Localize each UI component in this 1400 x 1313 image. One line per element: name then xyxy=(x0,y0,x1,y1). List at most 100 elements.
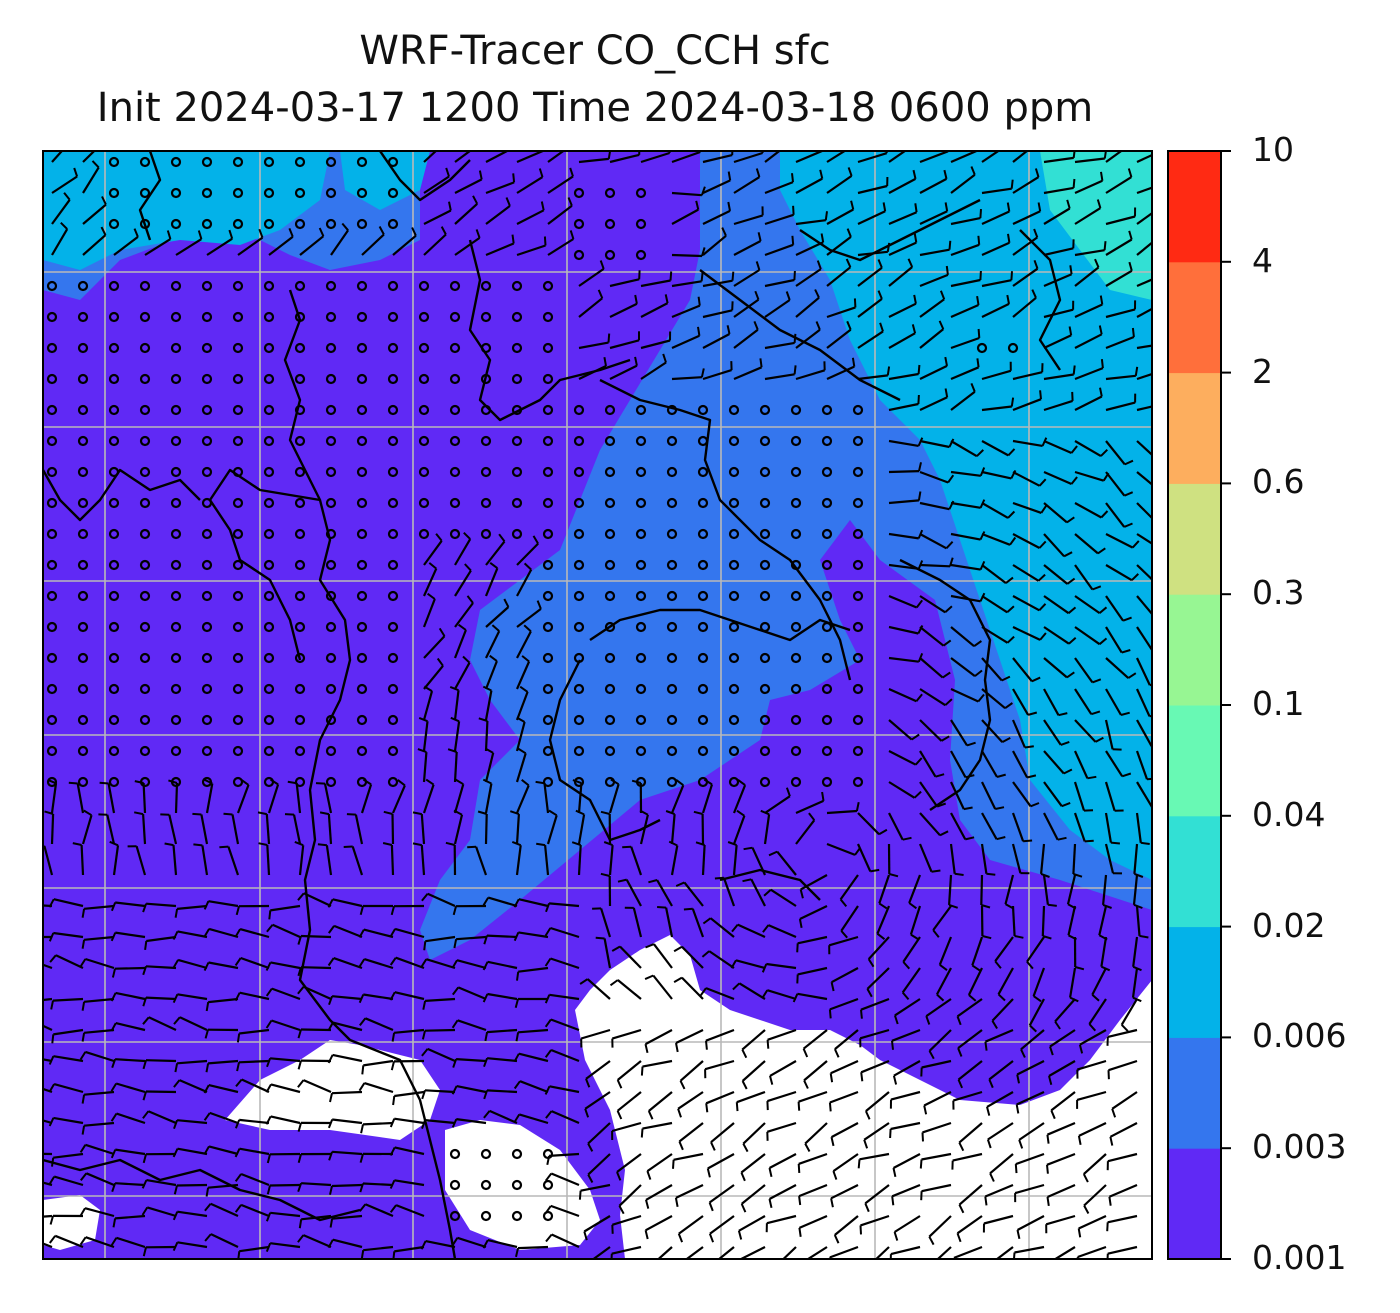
wind-barb xyxy=(451,959,487,970)
calm-wind-circle xyxy=(139,280,151,292)
calm-wind-circle xyxy=(46,590,58,602)
colorbar-segment xyxy=(1168,926,1221,1038)
wind-barb xyxy=(445,841,457,876)
wind-barb xyxy=(981,440,1016,457)
calm-wind-circle xyxy=(542,1179,554,1191)
calm-wind-circle xyxy=(728,621,740,633)
calm-wind-circle xyxy=(108,187,120,199)
calm-wind-circle xyxy=(418,373,430,385)
calm-wind-circle xyxy=(201,745,213,757)
wind-barb xyxy=(477,810,488,845)
wind-barb xyxy=(544,1018,580,1032)
wind-barb xyxy=(516,151,546,164)
wind-barb xyxy=(618,1184,642,1215)
calm-wind-circle xyxy=(294,528,306,540)
calm-wind-circle xyxy=(542,1210,554,1222)
wind-barb xyxy=(297,934,332,945)
wind-barb xyxy=(1043,151,1076,164)
calm-wind-circle xyxy=(387,280,399,292)
wind-barb xyxy=(482,778,493,814)
wind-barb xyxy=(867,936,890,968)
wind-barb xyxy=(980,874,991,909)
wind-barb xyxy=(516,168,544,194)
wind-barb xyxy=(423,167,450,194)
wind-barb xyxy=(1046,1121,1076,1144)
calm-wind-circle xyxy=(852,590,864,602)
calm-wind-circle xyxy=(77,373,89,385)
wind-barb xyxy=(423,935,456,951)
wind-barb xyxy=(1108,1183,1138,1206)
calm-wind-circle xyxy=(666,714,678,726)
wind-barb xyxy=(516,535,539,566)
wind-barb xyxy=(888,625,924,635)
calm-wind-circle xyxy=(542,466,554,478)
calm-wind-circle xyxy=(759,776,771,788)
colorbar-segment xyxy=(1168,815,1221,928)
calm-wind-circle xyxy=(542,373,554,385)
calm-wind-circle xyxy=(108,404,120,416)
calm-wind-circle xyxy=(77,528,89,540)
wind-barb xyxy=(1109,1122,1138,1146)
calm-wind-circle xyxy=(821,466,833,478)
wind-barb xyxy=(781,1246,797,1259)
calm-wind-circle xyxy=(356,280,368,292)
wind-barb xyxy=(764,365,797,381)
calm-wind-circle xyxy=(449,1210,461,1222)
calm-wind-circle xyxy=(201,590,213,602)
wind-barb xyxy=(47,778,58,814)
wind-barb xyxy=(172,1241,208,1252)
wind-barb xyxy=(203,900,239,910)
wind-barb xyxy=(864,1184,890,1213)
wind-barb xyxy=(640,353,667,380)
calm-wind-circle xyxy=(759,590,771,602)
wind-barb xyxy=(516,236,547,257)
wind-barb xyxy=(740,1153,766,1182)
wind-barb xyxy=(950,235,981,257)
wind-barb xyxy=(1105,393,1137,412)
wind-barb xyxy=(134,780,147,814)
wind-barb xyxy=(110,1082,146,1094)
wind-barb xyxy=(795,812,816,845)
calm-wind-circle xyxy=(418,528,430,540)
wind-barb xyxy=(1073,750,1097,780)
wind-barb xyxy=(1046,1183,1076,1207)
wind-barb xyxy=(731,923,766,939)
calm-wind-circle xyxy=(356,342,368,354)
wind-barb xyxy=(389,1146,425,1156)
calm-wind-circle xyxy=(542,280,554,292)
wind-barb xyxy=(1011,719,1034,749)
wind-barb xyxy=(677,1091,704,1118)
wind-barb xyxy=(1054,998,1076,1030)
calm-wind-circle xyxy=(170,497,182,509)
calm-wind-circle xyxy=(852,559,864,571)
calm-wind-circle xyxy=(387,714,399,726)
calm-wind-circle xyxy=(139,218,151,230)
calm-wind-circle xyxy=(666,497,678,509)
wind-barb xyxy=(516,624,532,659)
wind-barb xyxy=(639,809,649,845)
wind-barb xyxy=(160,813,178,845)
wind-barb xyxy=(1105,366,1139,381)
wind-barb xyxy=(887,843,899,878)
wind-barb xyxy=(950,295,980,319)
wind-barb xyxy=(950,383,976,411)
wind-barb xyxy=(1011,812,1033,843)
colorbar-tick-label: 4 xyxy=(1252,240,1273,280)
wind-barb xyxy=(49,1214,84,1225)
calm-wind-circle xyxy=(139,342,151,354)
wind-barb xyxy=(804,1122,828,1152)
wind-barb xyxy=(1049,1029,1076,1056)
calm-wind-circle xyxy=(573,528,585,540)
calm-wind-circle xyxy=(821,435,833,447)
wind-barb xyxy=(1074,387,1103,411)
calm-wind-circle xyxy=(666,776,678,788)
wind-barb xyxy=(611,945,642,969)
calm-wind-circle xyxy=(263,280,275,292)
wind-barb xyxy=(236,1028,270,1043)
wind-barb xyxy=(484,747,495,783)
wind-barb xyxy=(670,778,685,814)
wind-barb xyxy=(640,294,669,318)
wind-barb xyxy=(452,1058,487,1068)
wind-barb xyxy=(204,1028,239,1039)
wind-barb xyxy=(923,1091,952,1115)
